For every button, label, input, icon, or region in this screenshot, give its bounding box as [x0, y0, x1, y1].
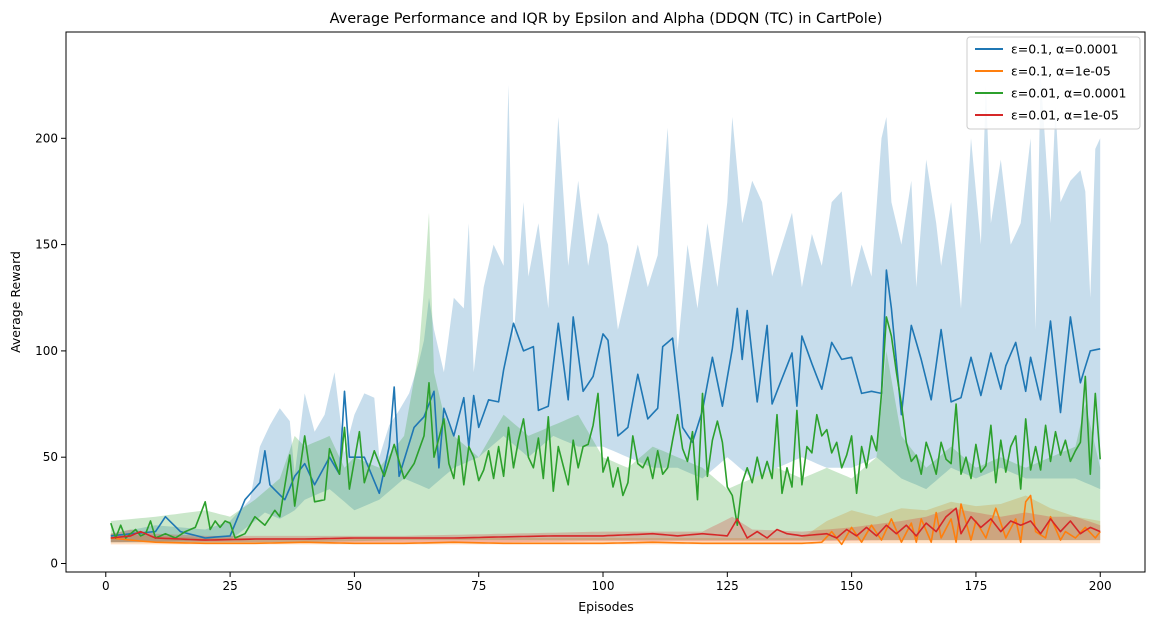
legend-label-2: ε=0.1, α=1e-05 — [1011, 64, 1111, 79]
legend-box — [966, 36, 1141, 130]
x-axis-label: Episodes — [578, 599, 634, 614]
legend-label-4: ε=0.01, α=1e-05 — [1011, 108, 1119, 123]
x-tick-label: 125 — [716, 579, 739, 593]
series-lines — [110, 269, 1101, 546]
x-tick-label: 150 — [840, 579, 863, 593]
iqr-band-series-3 — [110, 212, 1101, 543]
iqr-band-series-1 — [110, 74, 1101, 543]
y-tick-label: 100 — [35, 344, 58, 358]
series-line-2 — [110, 494, 1101, 546]
plot-area — [110, 74, 1101, 546]
y-axis: 0 50 100 150 200 — [35, 131, 66, 570]
series-line-3 — [110, 316, 1101, 539]
legend-label-3: ε=0.01, α=0.0001 — [1011, 86, 1126, 101]
x-tick-label: 100 — [592, 579, 615, 593]
chart-title: Average Performance and IQR by Epsilon a… — [330, 11, 883, 27]
series-line-1 — [110, 269, 1101, 539]
y-tick-label: 0 — [50, 556, 58, 570]
y-tick-label: 200 — [35, 131, 58, 145]
y-tick-label: 50 — [43, 450, 58, 464]
x-tick-label: 25 — [222, 579, 237, 593]
legend: ε=0.1, α=0.0001 ε=0.1, α=1e-05 ε=0.01, α=0… — [966, 36, 1141, 130]
x-axis: 0 25 50 75 100 125 150 175 200 — [102, 572, 1112, 593]
x-tick-label: 50 — [347, 579, 362, 593]
x-tick-label: 0 — [102, 579, 110, 593]
plot-frame — [65, 31, 1146, 573]
iqr-band-series-2 — [110, 495, 1101, 545]
legend-label-1: ε=0.1, α=0.0001 — [1011, 42, 1119, 57]
y-axis-label: Average Reward — [8, 251, 23, 353]
x-tick-label: 75 — [471, 579, 486, 593]
x-tick-label: 200 — [1089, 579, 1112, 593]
x-tick-label: 175 — [964, 579, 987, 593]
series-line-4 — [110, 507, 1101, 541]
y-tick-label: 150 — [35, 238, 58, 252]
